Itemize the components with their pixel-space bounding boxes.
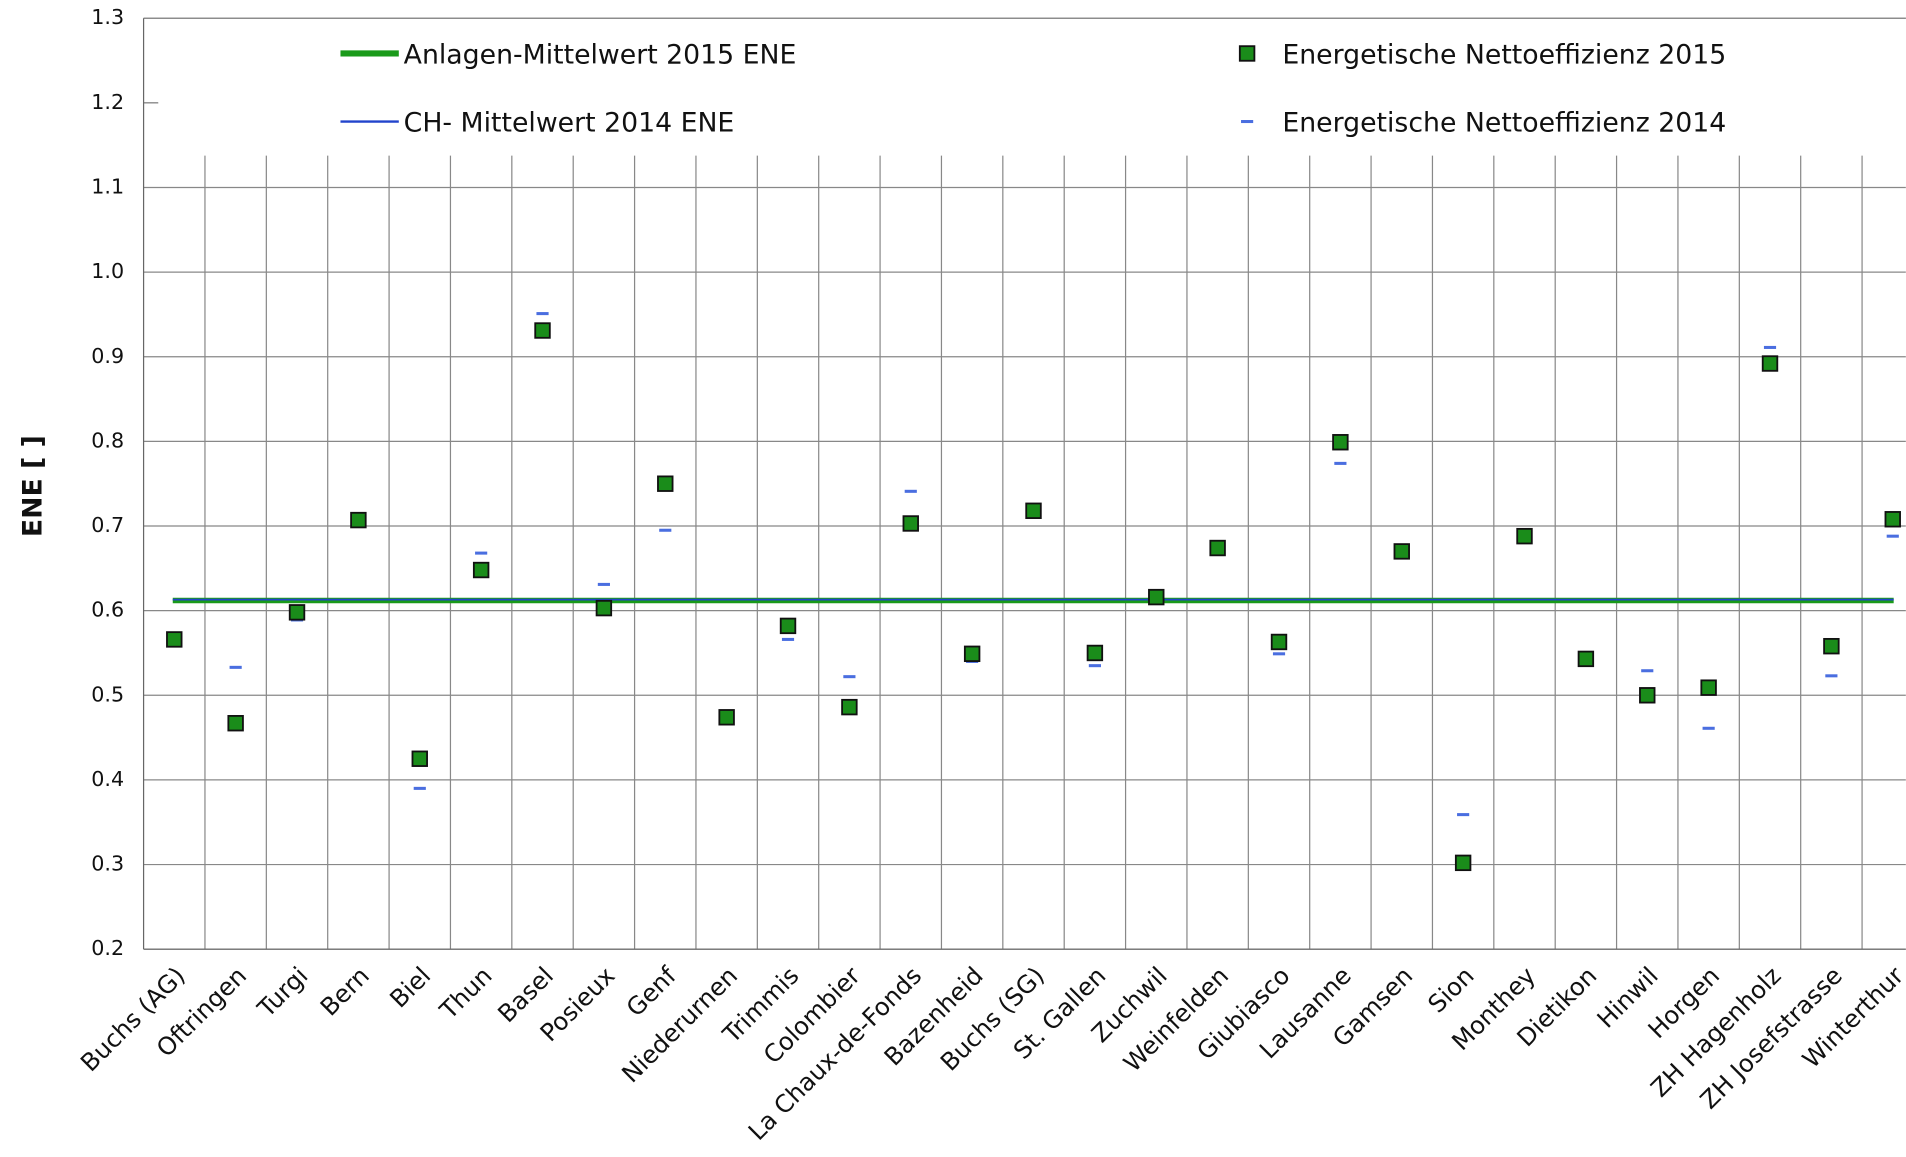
point (595, 599, 613, 617)
point (1577, 650, 1595, 668)
point (1148, 588, 1165, 606)
point (1332, 434, 1349, 451)
y-tick-label: 1.1 (91, 174, 124, 198)
point (1086, 644, 1104, 662)
y-axis-label: ENE [ ] (18, 435, 49, 537)
point (534, 322, 551, 339)
y-tick-label: 0.9 (91, 344, 124, 368)
legend-label: Energetische Nettoeffizienz 2014 (1282, 107, 1726, 138)
y-tick-label: 0.6 (91, 598, 124, 622)
legend-background (158, 19, 1906, 156)
point (779, 617, 797, 635)
point (350, 511, 367, 529)
legend-marker (1238, 45, 1256, 62)
point (1884, 511, 1901, 528)
point (1761, 355, 1779, 372)
point (1209, 539, 1226, 557)
legend-label: CH- Mittelwert 2014 ENE (404, 107, 735, 138)
y-tick-label: 0.7 (91, 513, 124, 537)
y-tick-label: 1.2 (91, 90, 124, 114)
x-tick-label: Biel (384, 961, 436, 1013)
point (902, 515, 919, 532)
y-tick-label: 0.4 (91, 767, 124, 791)
y-tick-label: 0.3 (91, 852, 124, 876)
point (166, 631, 183, 648)
x-tick-label: Thun (433, 961, 497, 1025)
point (841, 698, 858, 716)
x-tick-label: Turgi (251, 961, 313, 1023)
point (718, 709, 735, 726)
point (1454, 854, 1472, 872)
y-tick-label: 0.8 (91, 428, 124, 452)
point (657, 475, 674, 492)
point (227, 715, 244, 732)
point (472, 561, 490, 579)
y-tick-label: 1.0 (91, 259, 124, 283)
y-tick-label: 0.2 (91, 936, 124, 960)
point (1393, 543, 1410, 560)
point (1700, 679, 1717, 696)
legend-label: Anlagen-Mittelwert 2015 ENE (404, 39, 797, 70)
point (411, 750, 428, 767)
point (1823, 637, 1840, 655)
point (963, 645, 981, 663)
legend-label: Energetische Nettoeffizienz 2015 (1282, 39, 1726, 70)
point (1639, 687, 1656, 704)
point (1516, 527, 1533, 545)
point (288, 604, 306, 621)
point (1270, 633, 1288, 651)
x-tick-label: Bern (314, 961, 375, 1022)
y-tick-label: 0.5 (91, 682, 124, 706)
point (1025, 502, 1042, 519)
y-tick-label: 1.3 (91, 5, 124, 29)
